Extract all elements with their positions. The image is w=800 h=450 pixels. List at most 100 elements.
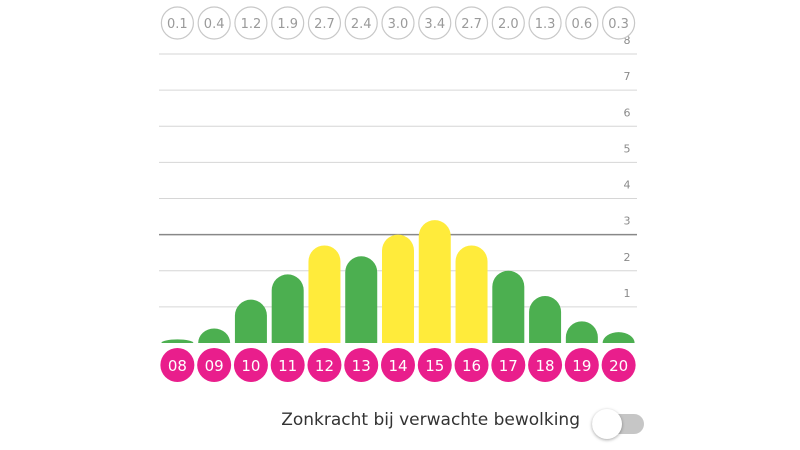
hour-labels: 08 09 10 11 12 13 14 15 16 17 18 19 20	[160, 348, 636, 382]
value-badge-circle	[418, 6, 452, 40]
hour-label: 09	[205, 357, 224, 375]
value-badge-circle	[565, 6, 599, 40]
bar-10	[234, 299, 267, 343]
bar-17	[492, 270, 525, 343]
value-label: 0.4	[204, 17, 225, 32]
value-badge: 2.4	[344, 6, 378, 40]
hour-badge-circle	[307, 348, 342, 382]
value-badge: 0.6	[565, 6, 599, 40]
value-label: 1.3	[535, 17, 556, 32]
hour-label: 14	[388, 357, 407, 375]
y-tick-label: 4	[624, 179, 631, 192]
value-label: 2.7	[314, 17, 335, 32]
y-axis-ticks: 1 2 3 4 5 6 7 8	[624, 34, 631, 300]
bar-12	[308, 245, 341, 343]
value-badge-circle	[381, 6, 415, 40]
y-tick-label: 6	[624, 106, 631, 119]
hour-badge-circle	[454, 348, 489, 382]
value-badge: 0.4	[197, 6, 231, 40]
bar-19	[565, 321, 598, 343]
bar-16	[455, 245, 488, 343]
hour-badge: 15	[417, 348, 452, 382]
hour-badge-circle	[491, 348, 526, 382]
value-label: 2.7	[461, 17, 482, 32]
value-label: 1.9	[277, 17, 298, 32]
y-tick-label: 7	[624, 70, 631, 83]
bar-14	[382, 234, 414, 343]
hour-badge: 18	[528, 348, 563, 382]
toggle-label: Zonkracht bij verwachte bewolking	[281, 410, 580, 430]
hour-label: 18	[536, 357, 555, 375]
value-label: 2.0	[498, 17, 519, 32]
hour-badge-circle	[233, 348, 268, 382]
value-badge-circle	[307, 6, 342, 40]
value-badge: 0.1	[160, 6, 194, 40]
bar-11	[271, 274, 304, 343]
hour-badge: 12	[307, 348, 342, 382]
hour-badge-circle	[564, 348, 599, 382]
value-badge: 2.7	[454, 6, 489, 40]
hour-badge-circle	[417, 348, 452, 382]
value-badge-circle	[491, 6, 525, 40]
value-badge: 2.0	[491, 6, 525, 40]
bar-08	[161, 339, 194, 343]
value-badge-circle	[197, 6, 231, 40]
value-badge-circle	[160, 6, 194, 40]
hour-badge-circle	[528, 348, 563, 382]
hour-badge-circle	[197, 348, 232, 382]
value-badge: 1.2	[234, 6, 268, 40]
bar-20	[602, 332, 635, 343]
y-tick-label: 5	[624, 142, 631, 155]
hour-label: 13	[352, 357, 371, 375]
hour-badge: 11	[270, 348, 305, 382]
y-tick-label: 1	[624, 287, 631, 300]
value-badge: 2.7	[307, 6, 342, 40]
y-tick-label: 3	[624, 215, 631, 228]
bar-09	[198, 328, 231, 343]
value-label: 3.4	[424, 17, 445, 32]
bar-13	[345, 256, 378, 343]
hour-badge-circle	[344, 348, 379, 382]
hour-badge: 17	[491, 348, 526, 382]
value-label: 0.1	[167, 17, 188, 32]
hour-badge-circle	[160, 348, 195, 382]
y-tick-label: 2	[624, 251, 631, 264]
value-badge-circle	[602, 6, 636, 40]
value-badge: 0.3	[602, 6, 636, 40]
hour-label: 16	[462, 357, 481, 375]
value-badge-circle	[271, 6, 305, 40]
hour-badge-circle	[381, 348, 415, 382]
value-label: 3.0	[388, 17, 409, 32]
toggle-knob	[592, 409, 622, 439]
hour-badge: 16	[454, 348, 489, 382]
hour-label: 12	[315, 357, 334, 375]
value-badge-circle	[344, 6, 378, 40]
hour-badge: 20	[601, 348, 636, 382]
hour-badge: 13	[344, 348, 379, 382]
hour-badge-circle	[601, 348, 636, 382]
value-badge: 1.9	[271, 6, 305, 40]
y-tick-label: 8	[624, 34, 631, 47]
bar-15	[418, 220, 451, 343]
value-label: 2.4	[351, 17, 372, 32]
bar-18	[529, 296, 562, 343]
hour-label: 10	[241, 357, 260, 375]
hour-badge: 19	[564, 348, 599, 382]
value-badge-circle	[528, 6, 562, 40]
bars	[161, 220, 635, 343]
hour-badge: 09	[197, 348, 232, 382]
cloud-forecast-toggle-row: Zonkracht bij verwachte bewolking	[0, 404, 800, 444]
value-badge-circle	[234, 6, 268, 40]
value-label: 0.6	[572, 17, 593, 32]
cloud-forecast-toggle[interactable]	[592, 409, 644, 439]
hour-badge: 10	[233, 348, 268, 382]
value-label: 0.3	[608, 17, 629, 32]
value-badge: 1.3	[528, 6, 562, 40]
hour-label: 17	[499, 357, 518, 375]
value-labels: 0.1 0.4 1.2 1.9 2.7 2.4 3.0 3.4 2.7 2.0 1.3 0.6 0.3	[160, 6, 636, 40]
value-badge: 3.4	[418, 6, 452, 40]
hour-label: 11	[278, 357, 297, 375]
value-label: 1.2	[241, 17, 262, 32]
hour-badge-circle	[270, 348, 305, 382]
